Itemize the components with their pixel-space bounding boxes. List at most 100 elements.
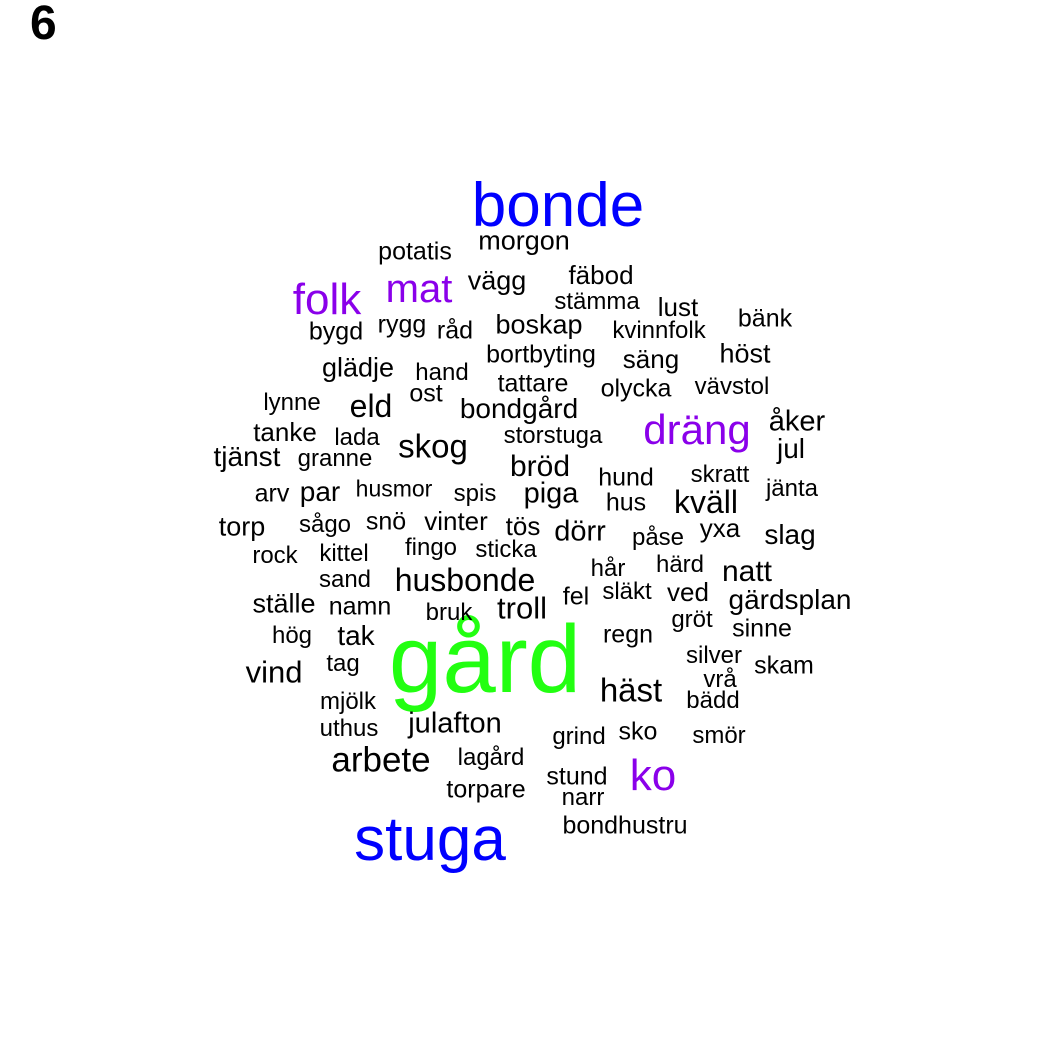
word-gard: gård xyxy=(388,606,582,713)
word-eld: eld xyxy=(349,388,393,424)
word-storstuga: storstuga xyxy=(503,422,603,449)
word-ost: ost xyxy=(409,379,443,408)
word-dorr: dörr xyxy=(554,515,606,548)
word-piga: piga xyxy=(523,477,579,510)
word-skog: skog xyxy=(398,427,468,465)
word-host: höst xyxy=(719,338,771,369)
word-torpare: torpare xyxy=(446,775,526,804)
word-sand: sand xyxy=(318,566,372,593)
word-bondhustru: bondhustru xyxy=(562,811,688,840)
word-rygg: rygg xyxy=(377,310,427,339)
word-vagg: vägg xyxy=(467,265,527,296)
word-silver: silver xyxy=(685,642,743,669)
word-pase: påse xyxy=(631,524,685,551)
word-smor: smör xyxy=(692,722,746,749)
word-lynne: lynne xyxy=(263,389,321,416)
word-grot: gröt xyxy=(671,606,713,633)
word-julafton: julafton xyxy=(408,707,502,740)
word-hund: hund xyxy=(598,463,654,492)
word-jul: jul xyxy=(776,433,806,464)
word-bank: bänk xyxy=(737,304,793,333)
word-folk: folk xyxy=(292,275,362,324)
word-janta: jänta xyxy=(765,475,819,502)
word-kvinnfolk: kvinnfolk xyxy=(612,317,706,344)
word-vinter: vinter xyxy=(424,506,488,536)
word-troll: troll xyxy=(497,590,547,626)
word-tak: tak xyxy=(337,620,375,651)
word-sno: snö xyxy=(365,507,407,536)
word-par: par xyxy=(299,476,341,507)
word-skam: skam xyxy=(754,651,814,680)
word-badd: bädd xyxy=(686,687,740,714)
word-namn: namn xyxy=(328,592,392,621)
word-lada: lada xyxy=(334,424,380,451)
word-arbete: arbete xyxy=(331,740,431,780)
word-arv: arv xyxy=(254,479,290,508)
word-hus: hus xyxy=(605,488,647,517)
word-tattare: tattare xyxy=(497,369,569,398)
word-stund: stund xyxy=(546,762,608,791)
word-mjolk: mjölk xyxy=(319,688,377,715)
word-rock: rock xyxy=(252,542,298,569)
word-tjanst: tjänst xyxy=(213,441,281,472)
word-slakt: släkt xyxy=(602,578,652,605)
word-kvall: kväll xyxy=(673,484,739,520)
word-regn: regn xyxy=(602,620,654,649)
word-stuga: stuga xyxy=(354,805,506,874)
word-stamma: stämma xyxy=(554,288,640,315)
word-morgon: morgon xyxy=(478,225,570,256)
word-sko: sko xyxy=(618,717,658,746)
word-granne: granne xyxy=(297,445,373,472)
word-skratt: skratt xyxy=(690,461,750,488)
word-kittel: kittel xyxy=(319,540,369,567)
word-bruk: bruk xyxy=(425,599,473,626)
word-vavstol: vävstol xyxy=(694,373,770,400)
word-bondgard: bondgård xyxy=(459,393,579,424)
word-boskap: boskap xyxy=(495,309,583,340)
word-torp: torp xyxy=(218,511,266,542)
word-hand: hand xyxy=(415,359,469,386)
word-sticka: sticka xyxy=(475,536,537,563)
word-fabod: fäbod xyxy=(568,260,634,290)
word-tanke: tanke xyxy=(253,417,317,447)
word-bonde: bonde xyxy=(471,171,645,240)
panel-label: 6 xyxy=(30,0,57,50)
word-gardsplan: gärdsplan xyxy=(728,584,852,615)
word-grind: grind xyxy=(552,723,606,750)
word-har: hår xyxy=(590,555,626,582)
word-hard: härd xyxy=(655,551,705,578)
word-spis: spis xyxy=(453,480,497,507)
word-gladje: glädje xyxy=(321,352,395,383)
word-hast: häst xyxy=(599,671,663,709)
word-rad: råd xyxy=(436,316,474,345)
word-hog: hög xyxy=(271,622,313,649)
word-aker: åker xyxy=(768,405,826,438)
word-bortbyting: bortbyting xyxy=(486,340,596,369)
word-ved: ved xyxy=(667,577,709,607)
word-fingo: fingo xyxy=(404,534,458,561)
word-bygd: bygd xyxy=(308,317,364,346)
word-vra: vrå xyxy=(703,666,737,693)
word-lagard: lagård xyxy=(457,744,525,771)
word-slag: slag xyxy=(764,519,816,550)
word-vind: vind xyxy=(245,654,303,690)
word-mat: mat xyxy=(385,267,453,311)
word-brod: bröd xyxy=(509,450,571,483)
word-olycka: olycka xyxy=(600,374,672,403)
word-natt: natt xyxy=(721,555,773,588)
word-husbonde: husbonde xyxy=(394,562,536,598)
word-tos: tös xyxy=(505,511,541,541)
word-sinne: sinne xyxy=(732,614,792,643)
word-tag: tag xyxy=(326,650,360,677)
word-sago: sågo xyxy=(298,511,352,538)
word-sang: säng xyxy=(622,344,680,374)
word-yxa: yxa xyxy=(699,513,741,543)
word-lust: lust xyxy=(657,292,699,322)
word-husmor: husmor xyxy=(355,475,433,502)
word-narr: narr xyxy=(561,784,605,811)
word-uthus: uthus xyxy=(319,715,379,742)
word-ko: ko xyxy=(629,751,677,800)
word-potatis: potatis xyxy=(378,237,452,266)
word-fel: fel xyxy=(562,582,590,611)
